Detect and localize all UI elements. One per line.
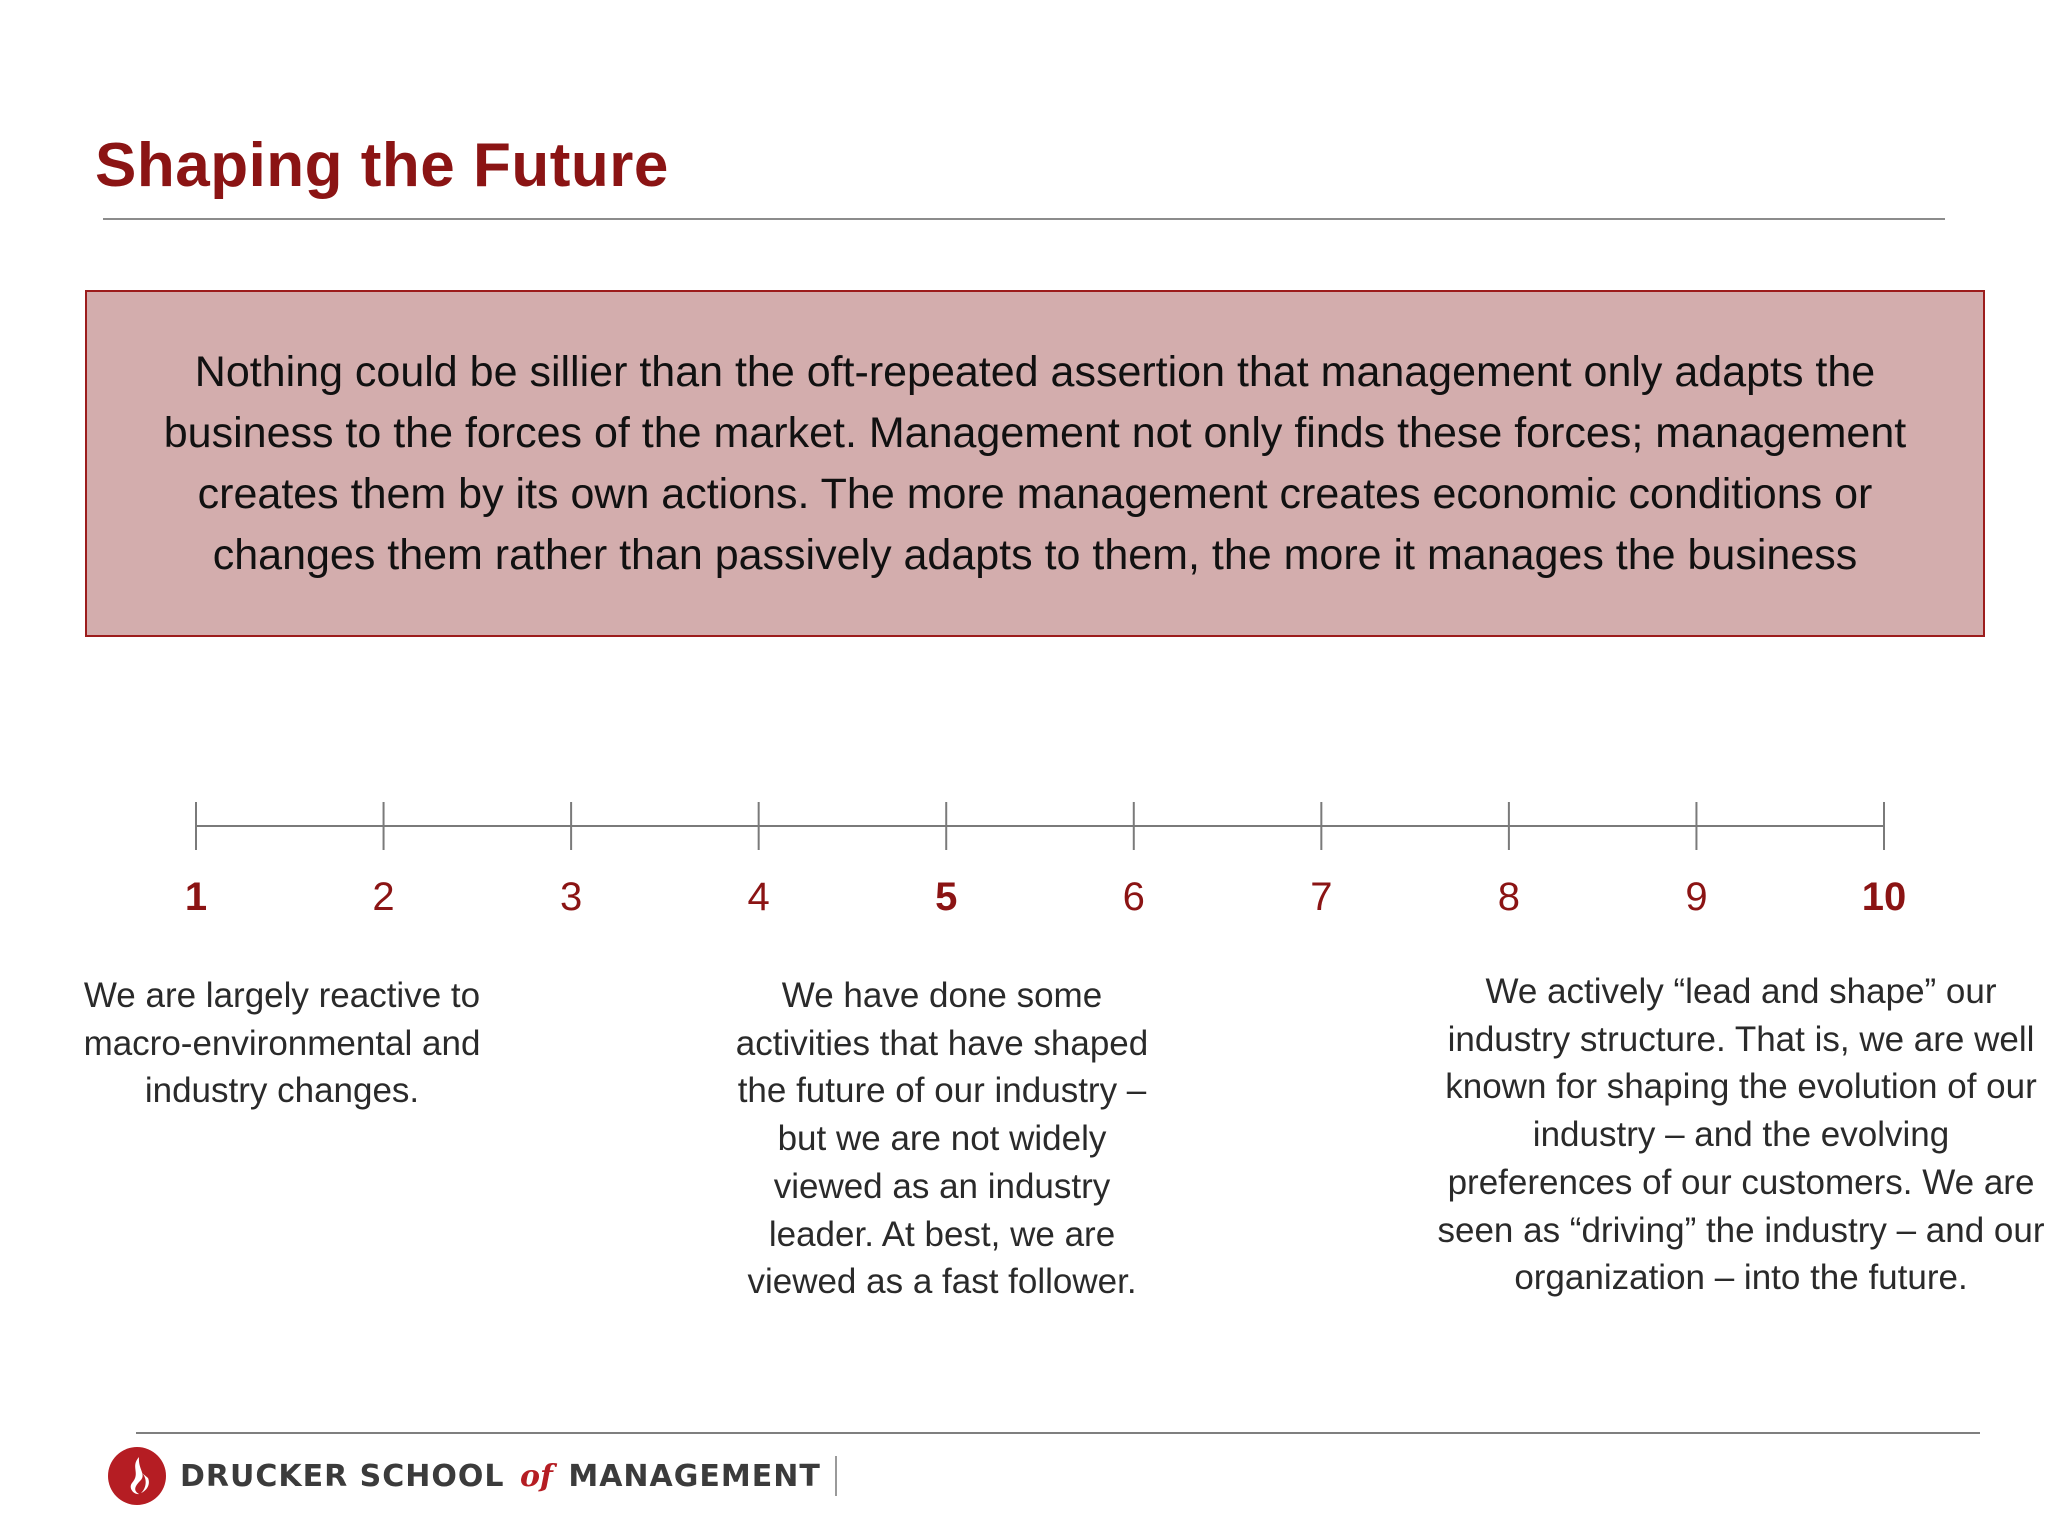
scale-description-high: We actively “lead and shape” our industr…: [1437, 972, 2045, 1298]
scale-tick-label: 8: [1497, 875, 1520, 919]
scale-tick-label: 6: [1122, 875, 1145, 919]
scale-tick-label: 2: [372, 875, 395, 919]
logo-text-management: MANAGEMENT: [568, 1458, 821, 1494]
scale-description-mid: We have done some activities that have s…: [735, 976, 1149, 1302]
scale-tick-label: 5: [935, 875, 958, 919]
slide-title: Shaping the Future: [95, 131, 669, 200]
scale-line-graphic: [195, 802, 1885, 850]
footer-divider: [136, 1432, 1980, 1434]
drucker-logo: DRUCKER SCHOOL of MANAGEMENT: [108, 1446, 837, 1506]
scale-tick-label: 4: [747, 875, 770, 919]
logo-divider: [834, 1456, 837, 1496]
logo-text-school: DRUCKER SCHOOL: [180, 1458, 505, 1494]
scale-tick-label: 3: [559, 875, 583, 919]
title-divider: [103, 218, 1945, 220]
scale-tick-label: 7: [1310, 875, 1333, 919]
scale-tick-label: 9: [1685, 875, 1708, 919]
quote-text: Nothing could be sillier than the oft-re…: [163, 347, 1907, 579]
scale-description-low: We are largely reactive to macro-environ…: [83, 976, 481, 1111]
scale-tick-label: 1: [184, 875, 208, 919]
logo-text-of: of: [519, 1458, 553, 1494]
quote-box: Nothing could be sillier than the oft-re…: [85, 290, 1985, 637]
scale-tick-label: 10: [1861, 875, 1907, 919]
flame-icon: [108, 1447, 166, 1505]
rating-scale: 1 2 3 4 5 6 7 8 9 10: [150, 790, 1910, 940]
logo-wordmark: DRUCKER SCHOOL of MANAGEMENT: [180, 1459, 821, 1494]
